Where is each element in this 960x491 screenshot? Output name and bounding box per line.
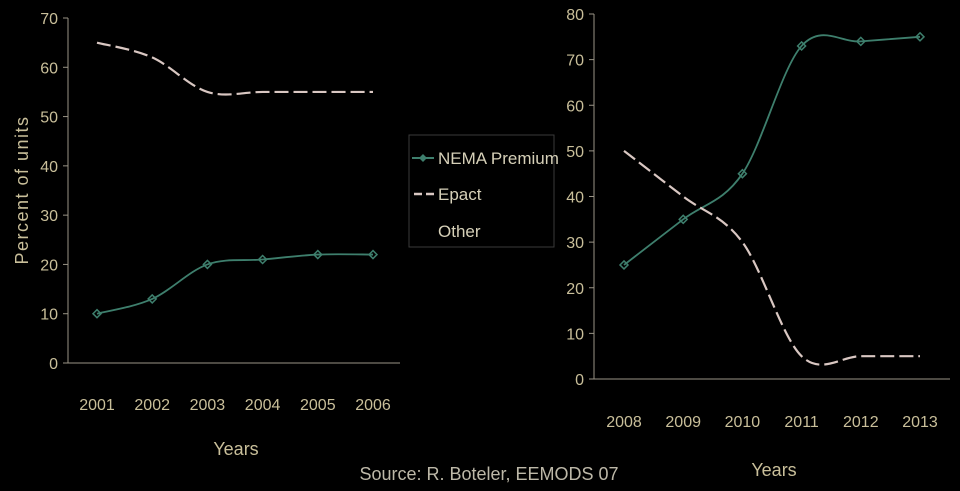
x-tick-label: 2008: [606, 414, 642, 431]
legend-label-nema: NEMA Premium: [438, 149, 559, 168]
y-tick-label: 20: [40, 257, 58, 274]
y-tick-label: 10: [40, 307, 58, 324]
data-point-nema: [367, 249, 379, 260]
y-tick-label: 60: [40, 60, 58, 77]
x-tick-label: 2005: [300, 397, 336, 414]
x-tick-label: 2012: [843, 414, 879, 431]
legend: NEMA Premium Epact Other: [408, 134, 559, 248]
x-axis-title: Years: [213, 439, 258, 459]
legend-box: [408, 134, 555, 248]
y-tick-label: 50: [40, 110, 58, 127]
legend-label-other: Other: [438, 222, 481, 241]
data-point-nema: [855, 36, 866, 47]
y-tick-label: 80: [566, 7, 584, 24]
y-tick-label: 60: [566, 98, 584, 115]
x-tick-label: 2003: [190, 397, 226, 414]
x-tick-label: 2011: [784, 414, 819, 431]
y-tick-label: 10: [566, 326, 584, 343]
y-tick-label: 20: [566, 281, 584, 298]
data-point-nema: [257, 254, 268, 265]
legend-item-epact: Epact: [414, 185, 482, 204]
legend-nema-diamond-icon: [419, 154, 427, 162]
x-tick-label: 2004: [245, 397, 281, 414]
y-tick-label: 70: [40, 11, 58, 28]
x-axis-title: Years: [751, 460, 796, 480]
x-tick-label: 2001: [79, 397, 115, 414]
y-tick-label: 0: [49, 356, 58, 373]
series-line-epact: [623, 150, 920, 366]
x-tick-label: 2010: [725, 414, 761, 431]
data-point-nema: [737, 168, 748, 179]
series-line-nema: [623, 34, 921, 266]
right-chart: 0 10 20 30 40 50 60 70 80 2008 2009 2010 2011 2012 201…: [566, 7, 950, 480]
y-tick-label: 50: [566, 144, 584, 161]
data-point-nema: [91, 308, 103, 319]
data-point-nema: [914, 31, 926, 42]
source-caption: Source: R. Boteler, EEMODS 07: [359, 464, 618, 484]
data-point-nema: [618, 259, 630, 270]
y-tick-label: 0: [575, 372, 584, 389]
data-point-nema: [678, 214, 689, 225]
data-point-nema: [202, 259, 213, 270]
x-tick-label: 2009: [665, 414, 701, 431]
legend-item-nema: NEMA Premium: [412, 149, 559, 168]
x-tick-label: 2006: [355, 397, 391, 414]
series-line-epact: [96, 41, 373, 96]
x-tick-label: 2002: [134, 397, 170, 414]
y-tick-label: 40: [40, 159, 58, 176]
data-point-nema: [312, 249, 323, 260]
y-tick-label: 70: [566, 53, 584, 70]
legend-item-other: Other: [438, 222, 481, 241]
data-point-nema: [796, 40, 807, 51]
y-axis-title: Percent of units: [12, 115, 32, 264]
y-tick-label: 30: [566, 235, 584, 252]
series-line-nema: [96, 253, 374, 315]
x-tick-label: 2013: [902, 414, 938, 431]
legend-label-epact: Epact: [438, 185, 482, 204]
y-tick-label: 40: [566, 190, 584, 207]
data-point-nema: [147, 293, 158, 304]
left-chart: 0 10 20 30 40 50 60 70 2001 2002 2003 2004 2005 2006 Y…: [12, 11, 400, 459]
y-tick-label: 30: [40, 208, 58, 225]
